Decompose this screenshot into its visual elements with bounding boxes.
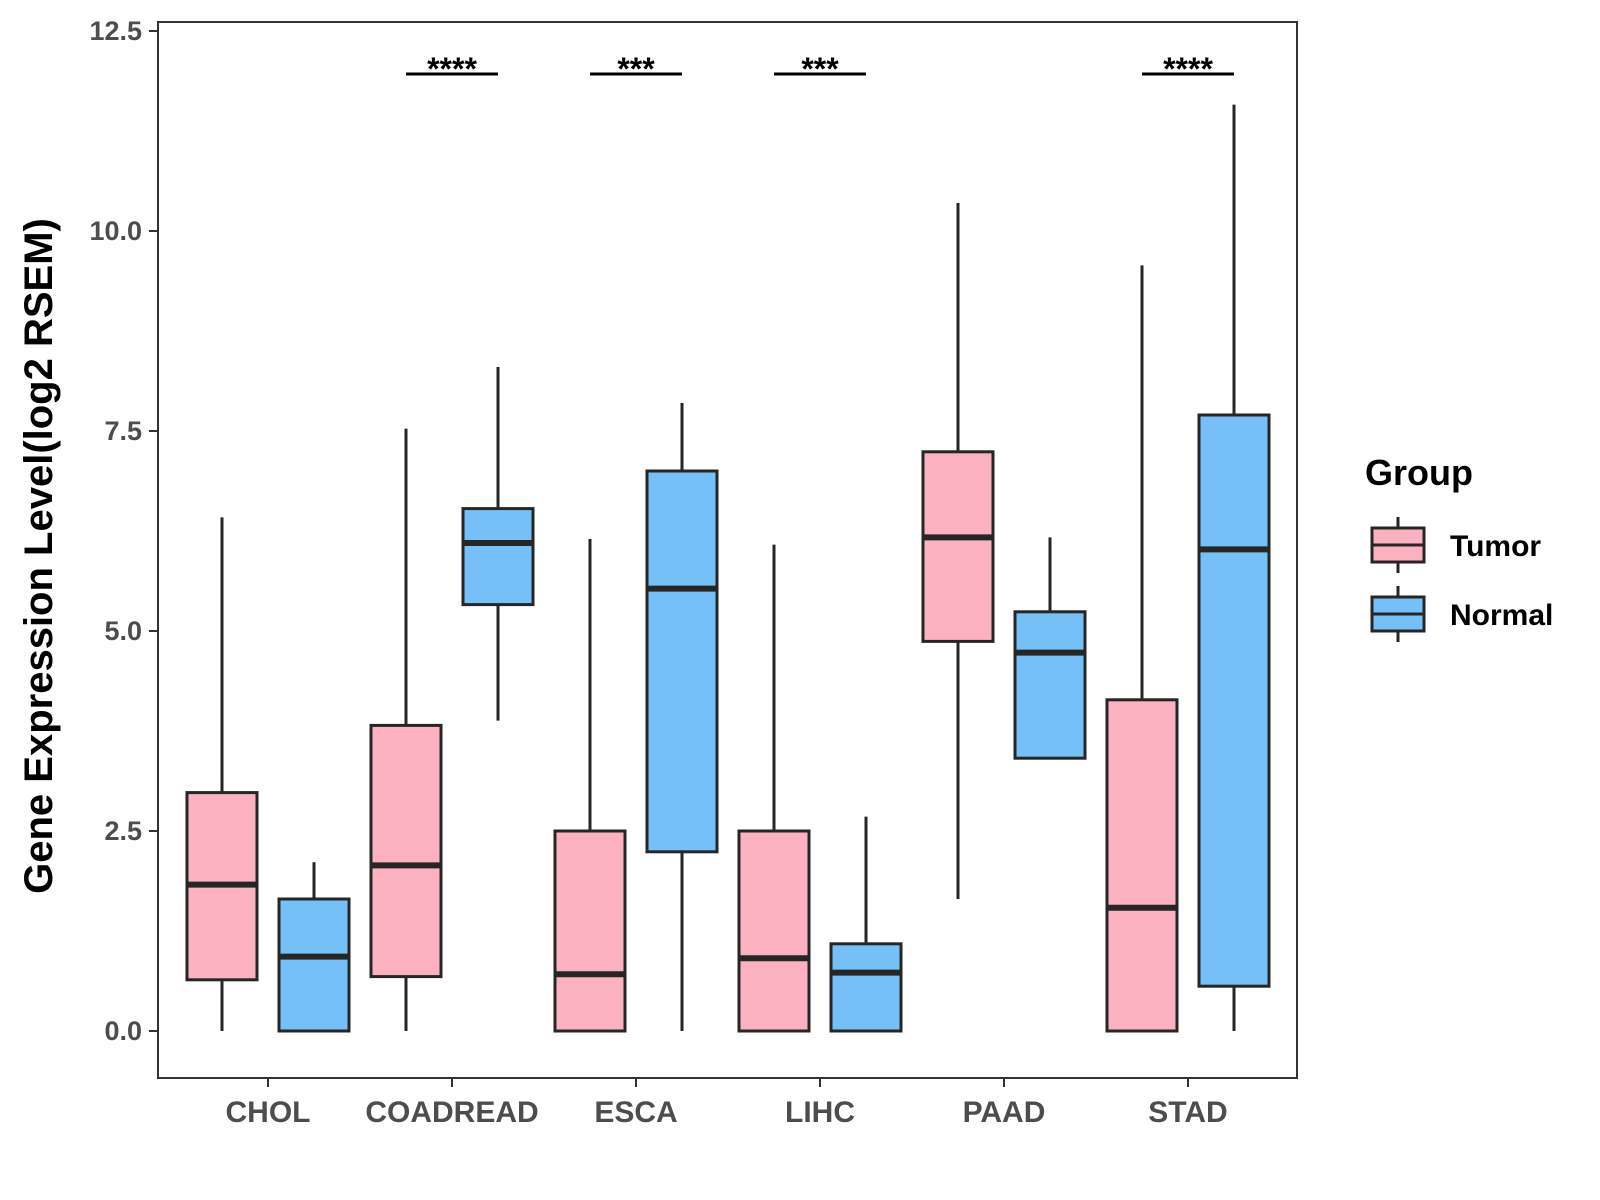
significance-coadread: **** — [406, 51, 498, 87]
legend: Group Tumor Normal — [1365, 452, 1553, 642]
box-normal-lihc — [829, 816, 903, 1033]
box-body — [461, 507, 535, 607]
box-body — [737, 829, 811, 1033]
y-axis-title: Gene Expression Level(log2 RSEM) — [17, 218, 61, 894]
box-tumor-paad — [921, 203, 995, 899]
plot-area — [157, 21, 1298, 1079]
significance-label: *** — [617, 51, 655, 87]
box-body — [829, 942, 903, 1033]
legend-label: Tumor — [1450, 530, 1541, 563]
box-normal-esca — [645, 403, 719, 1031]
box-body — [369, 723, 443, 979]
significance-label: *** — [801, 51, 839, 87]
box-body — [645, 469, 719, 854]
y-axis: 0.0 2.5 5.0 7.5 10.0 12.5 — [89, 16, 158, 1046]
box-normal-paad — [1013, 537, 1087, 760]
legend-key-normal — [1370, 586, 1426, 642]
box-body — [277, 897, 351, 1033]
plot-border — [157, 21, 1298, 1079]
box-normal-stad — [1197, 104, 1271, 1031]
significance-label: **** — [427, 51, 477, 87]
box-normal-chol — [277, 862, 351, 1033]
box-tumor-lihc — [737, 544, 811, 1033]
significance-stad: **** — [1142, 51, 1234, 87]
significance-lihc: *** — [774, 51, 866, 87]
legend-title: Group — [1365, 452, 1473, 493]
y-tick-label: 10.0 — [89, 216, 142, 246]
box-body — [553, 829, 627, 1033]
box-body — [921, 450, 995, 643]
box-tumor-esca — [553, 539, 627, 1033]
box-tumor-stad — [1105, 265, 1179, 1033]
box-tumor-chol — [185, 517, 259, 1031]
legend-item-tumor: Tumor — [1370, 517, 1541, 573]
x-tick-label: COADREAD — [365, 1096, 538, 1129]
x-axis: CHOL COADREAD ESCA LIHC PAAD STAD — [226, 1078, 1228, 1129]
y-tick-label: 2.5 — [104, 816, 142, 846]
x-tick-label: CHOL — [226, 1096, 311, 1129]
x-tick-label: STAD — [1148, 1096, 1227, 1129]
box-body — [1197, 413, 1271, 988]
box-body — [1013, 610, 1087, 760]
x-tick-label: PAAD — [963, 1096, 1046, 1129]
box-body — [1105, 698, 1179, 1033]
significance-label: **** — [1163, 51, 1213, 87]
significance-esca: *** — [590, 51, 682, 87]
y-tick-label: 5.0 — [104, 616, 142, 646]
x-tick-label: LIHC — [785, 1096, 855, 1129]
significance-annotations: **** *** *** **** — [406, 51, 1234, 87]
y-tick-label: 7.5 — [104, 416, 142, 446]
box-normal-coadread — [461, 367, 535, 721]
legend-label: Normal — [1450, 599, 1553, 632]
x-tick-label: ESCA — [594, 1096, 677, 1129]
legend-item-normal: Normal — [1370, 586, 1553, 642]
box-tumor-coadread — [369, 428, 443, 1031]
y-tick-label: 12.5 — [89, 16, 142, 46]
legend-key-tumor — [1370, 517, 1426, 573]
y-tick-label: 0.0 — [104, 1016, 142, 1046]
